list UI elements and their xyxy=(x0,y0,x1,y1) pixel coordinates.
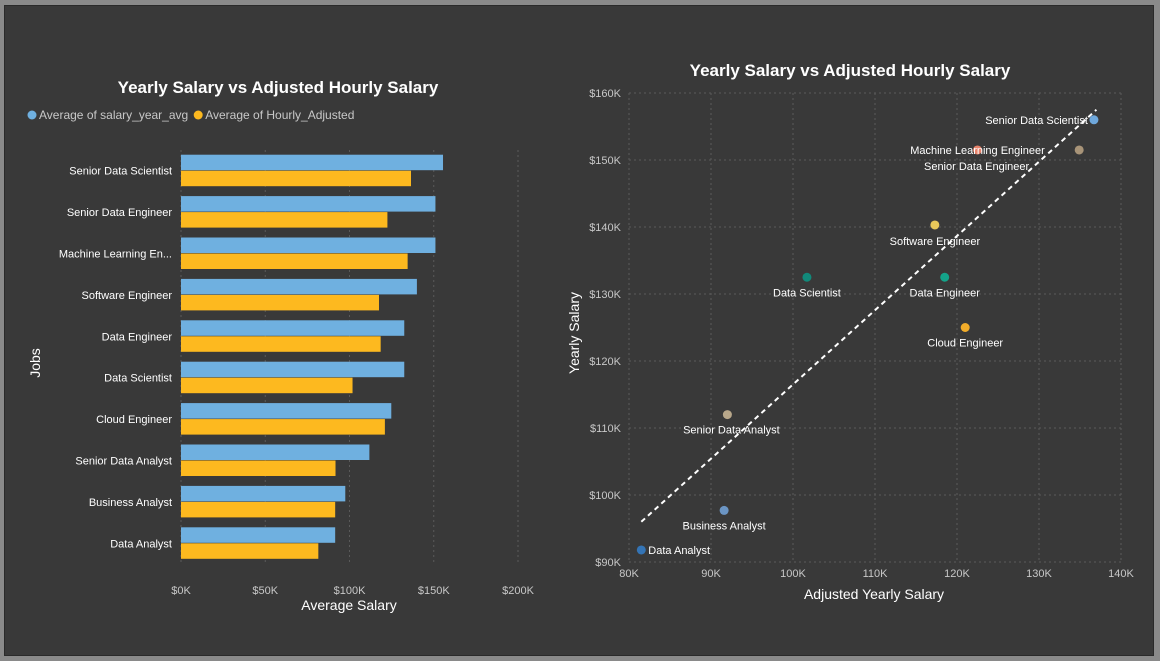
bar-1-1 xyxy=(181,212,388,228)
bar-y-axis-label: Jobs xyxy=(27,348,43,378)
bar-7-1 xyxy=(181,460,336,476)
scatter-x-tick-0: 80K xyxy=(619,568,639,580)
scatter-y-tick-6: $150K xyxy=(589,155,621,167)
scatter-x-tick-6: 140K xyxy=(1108,568,1134,580)
scatter-x-tick-3: 110K xyxy=(863,568,889,580)
scatter-point-6 xyxy=(960,323,970,332)
bar-1-0 xyxy=(181,196,436,212)
scatter-point-label-7: Senior Data Analyst xyxy=(683,425,780,437)
dashboard-frame: Yearly Salary vs Adjusted Hourly Salary … xyxy=(4,5,1154,656)
scatter-point-7 xyxy=(722,410,732,420)
bar-9-0 xyxy=(181,527,336,543)
scatter-point-label-5: Data Engineer xyxy=(910,287,981,299)
scatter-x-tick-4: 120K xyxy=(944,568,970,580)
scatter-point-label-0: Senior Data Scientist xyxy=(985,115,1088,127)
scatter-point-4 xyxy=(802,272,812,282)
bar-3-1 xyxy=(181,294,379,311)
scatter-x-axis-label: Adjusted Yearly Salary xyxy=(804,586,944,602)
bar-6-0 xyxy=(181,403,392,419)
bar-x-tick-0: $0K xyxy=(171,585,191,597)
bar-chart-title: Yearly Salary vs Adjusted Hourly Salary xyxy=(118,78,439,97)
scatter-point-label-3: Software Engineer xyxy=(890,236,981,248)
scatter-chart: Yearly Salary vs Adjusted Hourly Salary … xyxy=(566,61,1135,602)
scatter-point-8 xyxy=(719,505,729,515)
bar-category-label-1: Senior Data Engineer xyxy=(67,207,173,219)
scatter-point-2 xyxy=(1074,145,1084,155)
bar-8-1 xyxy=(181,501,336,518)
scatter-point-3 xyxy=(930,220,940,230)
scatter-y-tick-7: $160K xyxy=(589,88,621,100)
scatter-point-label-2: Senior Data Engineer xyxy=(924,161,1030,173)
bar-4-1 xyxy=(181,336,381,352)
bar-5-1 xyxy=(181,377,353,394)
scatter-point-label-6: Cloud Engineer xyxy=(927,338,1003,350)
bar-bars xyxy=(181,154,444,559)
bar-category-labels: Senior Data Scientist Senior Data Enginee… xyxy=(59,166,172,551)
bar-7-0 xyxy=(181,444,370,460)
bar-x-tick-1: $50K xyxy=(252,585,278,597)
bar-x-ticks: $0K $50K $100K $150K $200K xyxy=(171,585,534,597)
bar-9-1 xyxy=(181,543,319,559)
scatter-point-1 xyxy=(973,145,982,155)
scatter-y-tick-2: $110K xyxy=(590,423,622,435)
bar-0-0 xyxy=(181,154,444,171)
scatter-point-5 xyxy=(940,272,950,282)
bar-2-1 xyxy=(181,253,408,269)
scatter-trendline-group xyxy=(640,109,1098,523)
legend-marker-1 xyxy=(193,110,203,120)
bar-4-0 xyxy=(181,320,405,336)
bar-category-label-9: Data Analyst xyxy=(110,538,172,550)
scatter-chart-title: Yearly Salary vs Adjusted Hourly Salary xyxy=(690,61,1011,80)
legend-label-1: Average of Hourly_Adjusted xyxy=(205,108,354,122)
bar-8-0 xyxy=(181,485,346,502)
bar-x-tick-4: $200K xyxy=(502,585,534,597)
bar-legend: Average of salary_year_avg Average of Hou… xyxy=(27,108,354,122)
bar-3-0 xyxy=(181,278,417,295)
bar-0-1 xyxy=(181,170,412,187)
bar-x-axis-label: Average Salary xyxy=(301,597,396,613)
bar-x-tick-3: $150K xyxy=(418,585,450,597)
scatter-point-label-8: Business Analyst xyxy=(683,520,766,532)
bar-5-0 xyxy=(181,361,405,378)
bar-chart: Yearly Salary vs Adjusted Hourly Salary … xyxy=(27,78,535,613)
scatter-x-tick-1: 90K xyxy=(701,568,721,580)
scatter-x-tick-2: 100K xyxy=(780,568,806,580)
scatter-y-tick-1: $100K xyxy=(589,490,621,502)
scatter-x-tick-5: 130K xyxy=(1026,568,1052,580)
scatter-y-tick-5: $140K xyxy=(589,222,621,234)
bar-category-label-6: Cloud Engineer xyxy=(96,414,172,426)
bar-category-label-8: Business Analyst xyxy=(89,497,172,509)
scatter-point-label-9: Data Analyst xyxy=(648,545,710,557)
scatter-point-label-4: Data Scientist xyxy=(773,287,841,299)
scatter-y-axis-label: Yearly Salary xyxy=(566,292,582,374)
scatter-point-9 xyxy=(636,545,646,555)
bar-category-label-2: Machine Learning En... xyxy=(59,249,172,261)
bar-category-label-0: Senior Data Scientist xyxy=(69,166,172,178)
scatter-point-label-1: Machine Learning Engineer xyxy=(910,145,1045,157)
scatter-points: Senior Data Scientist Machine Learning En… xyxy=(636,115,1099,557)
bar-6-1 xyxy=(181,419,385,435)
legend-marker-0 xyxy=(27,110,37,120)
scatter-y-tick-4: $130K xyxy=(589,289,621,301)
bar-category-label-5: Data Scientist xyxy=(104,373,172,385)
scatter-y-tick-0: $90K xyxy=(595,557,621,569)
scatter-trendline xyxy=(640,109,1098,523)
scatter-point-0 xyxy=(1089,115,1099,125)
scatter-y-tick-3: $120K xyxy=(589,356,621,368)
bar-category-label-4: Data Engineer xyxy=(102,331,173,343)
scatter-grid xyxy=(628,92,1122,563)
legend-label-0: Average of salary_year_avg xyxy=(39,108,188,122)
scatter-x-ticks: 80K 90K 100K 110K 120K 130K 140K xyxy=(619,568,1134,580)
scatter-y-ticks: $90K $100K $110K $120K $130K $140K $150K $160K xyxy=(589,88,621,569)
bar-2-0 xyxy=(181,237,436,253)
bar-x-tick-2: $100K xyxy=(334,585,366,597)
bar-category-label-3: Software Engineer xyxy=(82,290,173,302)
bar-category-label-7: Senior Data Analyst xyxy=(75,456,172,468)
